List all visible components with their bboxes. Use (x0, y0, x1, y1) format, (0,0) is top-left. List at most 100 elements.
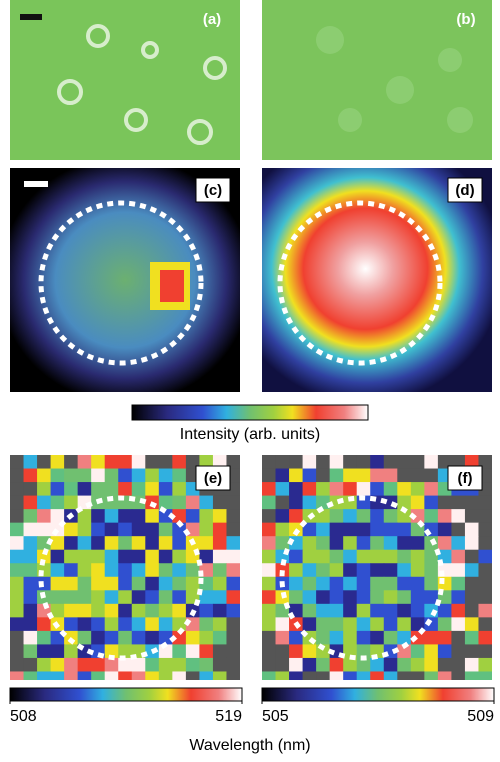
panel-label: (a) (203, 11, 221, 28)
pixel (437, 657, 452, 672)
pixel (118, 617, 133, 632)
pixel (185, 671, 200, 680)
pixel (158, 468, 173, 483)
pixel (145, 617, 160, 632)
pixel (172, 630, 187, 645)
pixel (172, 495, 187, 510)
pixel (104, 657, 119, 672)
pixel (50, 576, 65, 591)
pixel (370, 563, 385, 578)
pixel (64, 563, 79, 578)
pixel (275, 644, 290, 659)
pixel (212, 617, 227, 632)
pixel (185, 495, 200, 510)
pixel (343, 509, 358, 524)
pixel (145, 630, 160, 645)
pixel (464, 576, 479, 591)
pixel (64, 536, 79, 551)
pixel (145, 603, 160, 618)
pixel (329, 455, 344, 470)
pixel (451, 644, 466, 659)
pixel (104, 617, 119, 632)
pixel (199, 644, 214, 659)
colorbar-label: Intensity (arb. units) (180, 426, 321, 443)
pixel (91, 617, 106, 632)
pixel (23, 536, 38, 551)
pixel (410, 671, 425, 680)
image-b (262, 0, 492, 160)
pixel (410, 563, 425, 578)
image-e (10, 455, 240, 680)
pixel (397, 671, 412, 680)
pixel (131, 630, 146, 645)
pixel (356, 536, 371, 551)
pixel (158, 657, 173, 672)
pixel (199, 509, 214, 524)
pixel (397, 617, 412, 632)
pixel (10, 576, 25, 591)
pixel (145, 468, 160, 483)
pixel (37, 482, 52, 497)
pixel (478, 644, 492, 659)
pixel (226, 644, 240, 659)
pixel (370, 671, 385, 680)
pixel (478, 576, 492, 591)
pixel (302, 617, 317, 632)
pixel (478, 522, 492, 537)
pixel (464, 536, 479, 551)
pixel (478, 549, 492, 564)
pixel (77, 455, 92, 470)
pixel (50, 657, 65, 672)
pixel (262, 644, 277, 659)
pixel (451, 563, 466, 578)
pixel (437, 644, 452, 659)
pixel (424, 671, 439, 680)
pixel (343, 603, 358, 618)
pixel (289, 549, 304, 564)
panel-label: (b) (456, 11, 475, 28)
pixel (118, 671, 133, 680)
spots (316, 26, 473, 133)
pixel (275, 536, 290, 551)
pixel (410, 495, 425, 510)
pixel (424, 576, 439, 591)
pixel (437, 509, 452, 524)
pixel (118, 482, 133, 497)
pixel (10, 549, 25, 564)
pixel (383, 671, 398, 680)
pixel (410, 482, 425, 497)
pixel (91, 549, 106, 564)
pixel (397, 644, 412, 659)
pixel (275, 522, 290, 537)
pixel (199, 522, 214, 537)
pixel (158, 603, 173, 618)
pixel (158, 630, 173, 645)
pixel (172, 576, 187, 591)
pixel (118, 455, 133, 470)
pixel (91, 576, 106, 591)
pixel (356, 671, 371, 680)
pixel (131, 509, 146, 524)
colorbar-label: Wavelength (nm) (189, 737, 310, 754)
pixel (50, 468, 65, 483)
pixel (37, 657, 52, 672)
pixel (397, 468, 412, 483)
pixel (10, 603, 25, 618)
pixel (275, 657, 290, 672)
pixel (104, 563, 119, 578)
pixel (424, 549, 439, 564)
pixel (302, 576, 317, 591)
pixel (302, 563, 317, 578)
pixel (10, 657, 25, 672)
pixel (397, 522, 412, 537)
pixel (37, 455, 52, 470)
pixel (410, 590, 425, 605)
pixel (226, 563, 240, 578)
pixel (104, 509, 119, 524)
pixel (383, 549, 398, 564)
pixel (464, 671, 479, 680)
pixel (370, 549, 385, 564)
pixel (275, 509, 290, 524)
